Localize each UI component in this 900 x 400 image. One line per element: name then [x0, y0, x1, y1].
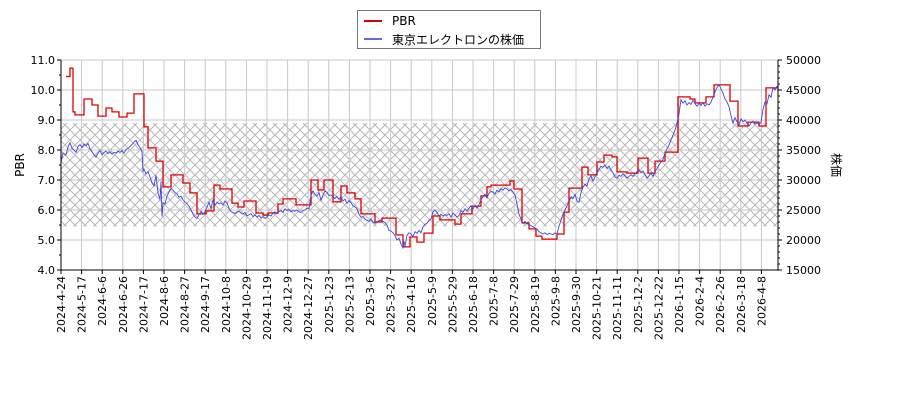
x-tick-label: 2025-9-30 — [570, 276, 583, 333]
x-tick-label: 2026-4-8 — [755, 276, 768, 326]
x-tick-label: 2024-5-17 — [76, 276, 89, 333]
x-tick-label: 2025-8-19 — [529, 276, 542, 333]
right-tick-label: 30000 — [786, 174, 821, 187]
right-tick-label: 45000 — [786, 84, 821, 97]
left-axis-title: PBR — [13, 153, 27, 177]
x-tick-label: 2024-10-8 — [220, 276, 233, 333]
right-tick-label: 35000 — [786, 144, 821, 157]
right-axis-title: 株価 — [829, 153, 844, 177]
x-tick-label: 2025-7-29 — [508, 276, 521, 333]
x-tick-label: 2024-12-27 — [302, 276, 315, 340]
left-tick-label: 10.0 — [31, 84, 56, 97]
legend: PBR 東京エレクトロンの株価 — [357, 10, 541, 49]
x-tick-label: 2025-11-11 — [611, 276, 624, 340]
left-tick-label: 8.0 — [38, 144, 56, 157]
x-tick-label: 2025-10-21 — [591, 276, 604, 340]
x-tick-label: 2025-1-23 — [323, 276, 336, 333]
x-tick-label: 2025-3-6 — [364, 276, 377, 326]
x-tick-label: 2026-3-18 — [735, 276, 748, 333]
x-tick-label: 2024-12-9 — [282, 276, 295, 333]
right-tick-label: 20000 — [786, 234, 821, 247]
x-tick-label: 2025-6-18 — [467, 276, 480, 333]
series-group — [61, 67, 778, 250]
left-tick-label: 6.0 — [38, 204, 56, 217]
legend-item-pbr: PBR — [364, 13, 416, 29]
x-tick-label: 2024-8-6 — [158, 276, 171, 326]
x-tick-label: 2025-3-27 — [385, 276, 398, 333]
left-tick-label: 11.0 — [31, 54, 56, 67]
x-tick-label: 2025-12-2 — [632, 276, 645, 333]
axes: 11.0 10.0 9.0 8.0 7.0 6.0 5.0 4.0 50000 45000 4000… — [31, 54, 822, 277]
x-tick-label: 2024-11-19 — [261, 276, 274, 340]
x-tick-label: 2024-7-17 — [137, 276, 150, 333]
right-tick-label: 40000 — [786, 114, 821, 127]
left-tick-label: 4.0 — [38, 264, 56, 277]
x-tick-label: 2025-5-9 — [426, 276, 439, 326]
legend-swatch-price — [364, 38, 382, 40]
x-tick-label: 2026-2-26 — [714, 276, 727, 333]
legend-swatch-pbr — [364, 20, 382, 22]
legend-label-price: 東京エレクトロンの株価 — [392, 32, 525, 47]
x-tick-label: 2024-10-29 — [240, 276, 253, 340]
shaded-band — [61, 123, 778, 227]
left-tick-label: 7.0 — [38, 174, 56, 187]
x-axis-labels: 2024-4-24 2024-5-17 2024-6-6 2024-6-26 2024-… — [55, 276, 768, 340]
x-tick-label: 2024-6-6 — [96, 276, 109, 326]
left-tick-label: 9.0 — [38, 114, 56, 127]
x-tick-label: 2024-9-17 — [199, 276, 212, 333]
left-tick-label: 5.0 — [38, 234, 56, 247]
right-tick-label: 25000 — [786, 204, 821, 217]
x-tick-label: 2024-6-26 — [117, 276, 130, 333]
x-tick-label: 2026-1-15 — [673, 276, 686, 333]
x-tick-label: 2025-12-22 — [652, 276, 665, 340]
right-tick-label: 50000 — [786, 54, 821, 67]
x-tick-label: 2025-2-13 — [343, 276, 356, 333]
right-tick-label: 15000 — [786, 264, 821, 277]
x-tick-label: 2025-7-8 — [488, 276, 501, 326]
x-tick-label: 2025-9-8 — [549, 276, 562, 326]
x-tick-label: 2024-8-27 — [179, 276, 192, 333]
legend-item-price: 東京エレクトロンの株価 — [364, 31, 524, 47]
price-line — [61, 83, 778, 250]
x-tick-label: 2025-4-16 — [405, 276, 418, 333]
x-tick-label: 2024-4-24 — [55, 276, 68, 333]
legend-label-pbr: PBR — [392, 14, 416, 28]
x-tick-label: 2026-2-4 — [694, 276, 707, 326]
x-tick-label: 2025-5-29 — [446, 276, 459, 333]
